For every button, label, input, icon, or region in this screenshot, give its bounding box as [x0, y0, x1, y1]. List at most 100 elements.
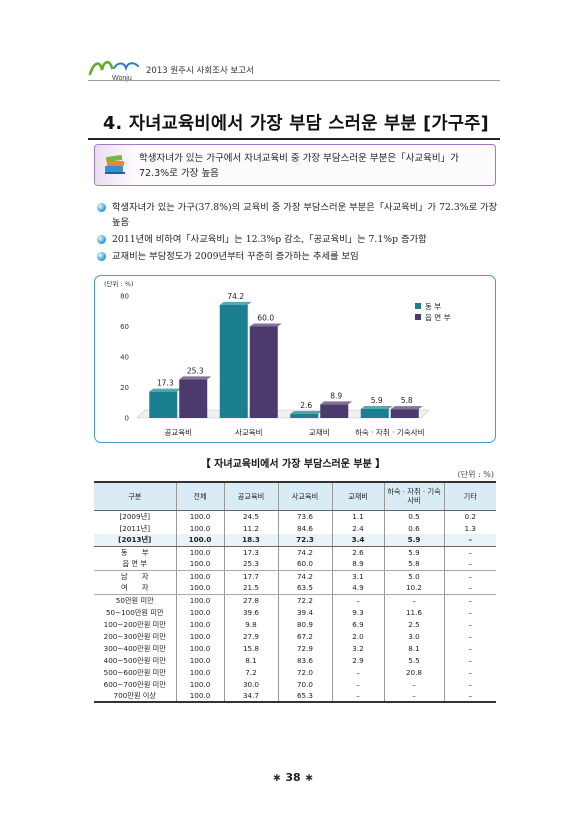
- table-cell: 39.4: [277, 606, 332, 618]
- table-row: [2013년] 100.0 18.3 72.3 3.4 5.9–: [94, 534, 496, 547]
- data-label: 60.0: [257, 314, 274, 323]
- table-cell: 100.0: [175, 654, 224, 666]
- table-cell: 74.2: [277, 546, 332, 558]
- wonju-logo: Wonju: [88, 60, 139, 82]
- table-row: 300∼400만원 미만 100.0 15.8 72.9 3.2 8.1–: [94, 642, 496, 654]
- row-label: 200∼300만원 미만: [103, 631, 166, 641]
- table-cell: 67.2: [277, 630, 332, 642]
- col-header: 구분: [94, 481, 176, 511]
- col-header: 하숙 · 자취 · 기숙사비: [383, 481, 444, 511]
- table-cell: –: [443, 666, 496, 678]
- table-cell: 24.5: [223, 510, 278, 522]
- y-tick-label: 20: [120, 384, 129, 392]
- row-label: 50만원 미만: [115, 595, 154, 605]
- table-cell: 5.8: [383, 558, 444, 571]
- bar-top: [390, 406, 423, 410]
- table-cell: –: [443, 630, 496, 642]
- books-icon: [105, 155, 125, 174]
- table-cell: 80.9: [277, 618, 332, 630]
- table-cell: 100.0: [175, 534, 224, 547]
- table-row: 400∼500만원 미만 100.0 8.1 83.6 2.9 5.5–: [94, 654, 496, 666]
- table-cell: 25.3: [223, 558, 278, 571]
- table-row: 남 자 100.0 17.7 74.2 3.1 5.0–: [94, 570, 496, 582]
- data-label: 17.3: [157, 379, 174, 388]
- row-label: 400∼500만원 미만: [103, 655, 166, 665]
- table-cell: 83.6: [277, 654, 332, 666]
- row-label: 100∼200만원 미만: [103, 619, 166, 629]
- table-row: 700만원 이상 100.0 34.7 65.3– – –: [94, 690, 496, 703]
- table-cell: 5.0: [383, 570, 444, 582]
- row-label: [2013년]: [94, 534, 176, 547]
- table-cell: 100.0: [175, 522, 224, 534]
- table-row: 읍 면 부 100.0 25.3 60.0 8.9 5.8–: [94, 558, 496, 571]
- table-cell: –: [443, 642, 496, 654]
- table-cell: 2.5: [383, 618, 444, 630]
- col-header: 기타: [443, 481, 496, 511]
- bar: [360, 409, 389, 418]
- table-cell: 72.9: [277, 642, 332, 654]
- table-cell: 18.3: [223, 534, 278, 547]
- bar-top: [179, 376, 212, 380]
- row-label: 300∼400만원 미만: [103, 643, 166, 653]
- table-cell: 100.0: [175, 642, 224, 654]
- bullet-item: 2011년에 비하여「사교육비」는 12.3%p 감소,「공교육비」는 7.1%…: [96, 232, 500, 247]
- bar-top: [249, 323, 282, 327]
- table-cell: –: [443, 570, 496, 582]
- table-cell: 100.0: [175, 594, 224, 606]
- table-cell: 100.0: [175, 606, 224, 618]
- table-cell: 100.0: [175, 546, 224, 558]
- row-label: 600∼700만원 미만: [103, 679, 166, 689]
- table-cell: 4.9: [331, 582, 384, 595]
- table-cell: 27.8: [223, 594, 278, 606]
- table-row: 500∼600만원 미만 100.0 7.2 72.0–20.8–: [94, 666, 496, 678]
- table-cell: 5.9: [383, 534, 444, 547]
- bar-top: [149, 388, 182, 392]
- table-row: [2011년] 100.0 11.2 84.6 2.4 0.6 1.3: [94, 522, 496, 534]
- table-cell: 3.0: [383, 630, 444, 642]
- bar-top: [219, 301, 252, 305]
- y-tick-label: 0: [125, 415, 129, 423]
- table-cell: 100.0: [175, 558, 224, 571]
- table-cell: 3.1: [331, 570, 384, 582]
- col-header: 전체: [175, 481, 224, 511]
- table-cell: 3.2: [331, 642, 384, 654]
- row-label: [2011년]: [119, 523, 150, 533]
- table-cell: –: [443, 618, 496, 630]
- table-unit: (단위 : %): [457, 470, 494, 479]
- bullet-item: 교재비는 부담정도가 2009년부터 꾸준히 증가하는 추세를 보임: [96, 249, 500, 264]
- table-cell: 73.6: [277, 510, 332, 522]
- row-label: 여 자: [94, 582, 176, 595]
- table-cell: 27.9: [223, 630, 278, 642]
- col-header: 사교육비: [277, 481, 332, 511]
- bar-chart: (단위 : %) 0 20 40 60 80 17.3 25.3 공교육비 74.2 60.0 사교육…: [94, 275, 496, 443]
- row-label: 읍 면 부: [94, 558, 176, 571]
- table-cell: 63.5: [277, 582, 332, 595]
- table-cell: –: [331, 678, 384, 690]
- data-label: 2.6: [300, 401, 312, 410]
- summary-box: 학생자녀가 있는 가구에서 자녀교육비 중 가장 부담스러운 부분은「사교육비」…: [94, 144, 496, 186]
- table-row: 600∼700만원 미만 100.0 30.0 70.0– – –: [94, 678, 496, 690]
- table-cell: –: [443, 546, 496, 558]
- table-cell: 100.0: [175, 618, 224, 630]
- table-cell: 9.3: [331, 606, 384, 618]
- data-label: 5.8: [401, 396, 413, 405]
- table-cell: –: [383, 678, 444, 690]
- bar-top: [320, 401, 353, 405]
- table-cell: 8.1: [223, 654, 278, 666]
- legend-label: 동 부: [425, 302, 441, 311]
- table-cell: 15.8: [223, 642, 278, 654]
- bar-top: [290, 411, 323, 415]
- table-cell: 72.3: [277, 534, 332, 547]
- y-tick-label: 80: [120, 293, 129, 301]
- bar: [290, 414, 319, 418]
- row-label: [2009년]: [119, 511, 150, 521]
- table-row: 여 자 100.0 21.5 63.5 4.9 10.2–: [94, 582, 496, 595]
- bullet-icon: [97, 203, 106, 212]
- table-cell: 21.5: [223, 582, 278, 595]
- table-cell: 84.6: [277, 522, 332, 534]
- x-tick-label: 하숙 · 자취 · 기숙사비: [355, 427, 425, 437]
- table-cell: 8.1: [383, 642, 444, 654]
- title-divider: [88, 138, 500, 140]
- table-body: [2009년] 100.0 24.5 73.6 1.1 0.5 0.2 [2011년] 100.…: [94, 510, 496, 703]
- row-label: 500∼600만원 미만: [103, 667, 166, 677]
